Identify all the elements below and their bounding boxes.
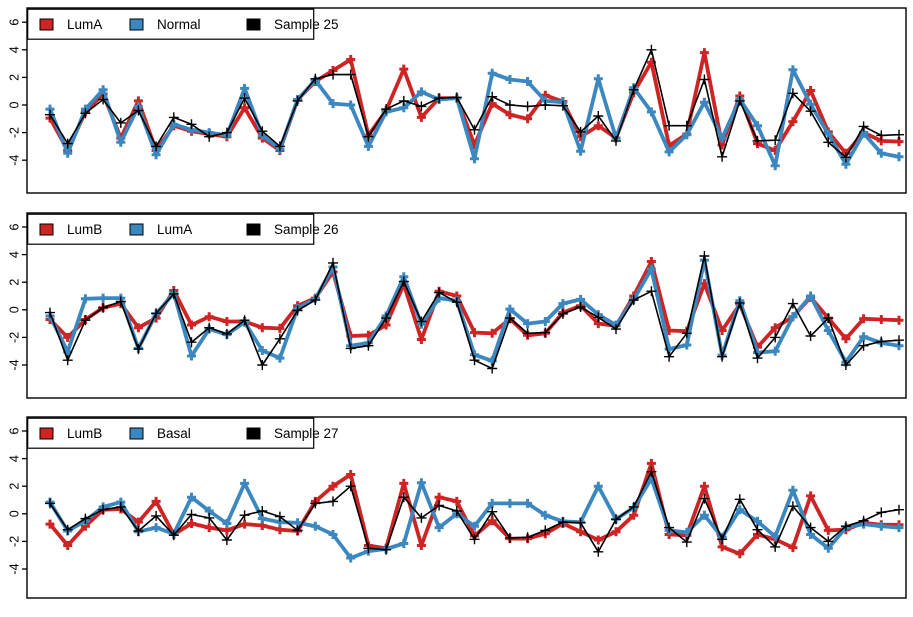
series-markers-sample-27 [45,466,904,557]
series-markers-sample-26 [45,251,904,374]
legend-label-sample-26: Sample 26 [274,222,339,237]
y-tick-label: 6 [7,19,21,26]
panel-1: 6 4 2 0 -2 -4 LumA Normal Sample 25 [7,7,907,194]
legend-swatch-lumb [39,223,54,236]
y-tick-label: 0 [7,510,21,517]
y-tick-label: -4 [7,563,21,574]
plot-box [26,212,907,399]
y-tick-label: 0 [7,101,21,108]
y-tick-label: 0 [7,306,21,313]
y-tick-label: -2 [7,332,21,343]
legend-box [27,213,315,245]
legend-swatch-luma [39,18,54,31]
panel-2: 6 4 2 0 -2 -4 LumB LumA Sample 26 [7,212,907,399]
legend-label-normal: Normal [157,17,201,32]
legend-label-luma: LumA [157,222,192,237]
legend-swatch-sample-25 [246,18,261,31]
legend-swatch-basal [129,427,144,440]
legend: LumB LumA Sample 26 [27,213,339,245]
y-tick-label: 2 [7,483,21,490]
legend-swatch-luma [129,223,144,236]
y-tick-label: 6 [7,427,21,434]
legend-label-luma: LumA [67,17,102,32]
y-tick-label: 2 [7,279,21,286]
plot-box [26,416,907,599]
y-tick-label: -2 [7,127,21,138]
legend-box [27,8,315,40]
legend-label-basal: Basal [157,426,191,441]
legend-label-sample-27: Sample 27 [274,426,339,441]
legend-box [27,417,315,449]
legend-swatch-sample-27 [246,427,261,440]
y-tick-label: 4 [7,455,21,462]
y-tick-label: -4 [7,359,21,370]
y-tick-label: 4 [7,46,21,53]
legend-swatch-lumb [39,427,54,440]
plot-box [26,7,907,194]
y-tick-label: 2 [7,74,21,81]
legend-swatch-sample-26 [246,223,261,236]
series-line-luma [48,258,901,365]
series-line-luma [48,50,901,156]
legend: LumA Normal Sample 25 [27,8,339,40]
y-tick-label: 6 [7,223,21,230]
legend-swatch-normal [129,18,144,31]
legend-label-lumb: LumB [67,426,102,441]
y-tick-label: 4 [7,251,21,258]
y-tick-label: -4 [7,155,21,166]
series-markers-sample-25 [45,44,904,163]
legend-label-sample-25: Sample 25 [274,17,339,32]
y-tick-label: -2 [7,536,21,547]
series-line-basal [48,476,901,560]
panel-3: 6 4 2 0 -2 -4 LumB Basal Sample 27 [7,416,907,599]
legend: LumB Basal Sample 27 [27,417,339,449]
legend-label-lumb: LumB [67,222,102,237]
